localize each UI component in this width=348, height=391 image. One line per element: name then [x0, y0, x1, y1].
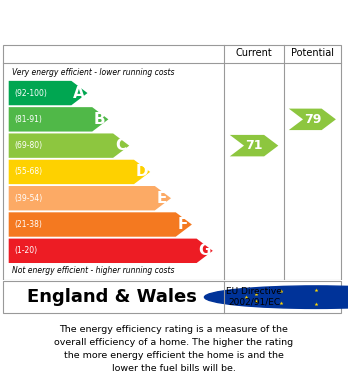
Polygon shape — [9, 212, 192, 237]
Circle shape — [204, 286, 348, 308]
Polygon shape — [9, 81, 87, 105]
Text: Not energy efficient - higher running costs: Not energy efficient - higher running co… — [12, 266, 175, 275]
Text: G: G — [198, 243, 211, 258]
Text: (1-20): (1-20) — [14, 246, 37, 255]
Text: F: F — [177, 217, 188, 232]
Text: (69-80): (69-80) — [14, 141, 42, 150]
Text: Energy Efficiency Rating: Energy Efficiency Rating — [60, 13, 288, 30]
Text: Very energy efficient - lower running costs: Very energy efficient - lower running co… — [12, 68, 175, 77]
Text: B: B — [94, 112, 105, 127]
Text: D: D — [136, 165, 148, 179]
Text: 71: 71 — [245, 139, 263, 152]
Polygon shape — [9, 239, 213, 263]
Polygon shape — [9, 107, 108, 131]
Text: E: E — [157, 191, 167, 206]
Text: Current: Current — [236, 48, 272, 58]
Polygon shape — [9, 186, 171, 210]
Text: (21-38): (21-38) — [14, 220, 42, 229]
Polygon shape — [9, 160, 150, 184]
Text: EU Directive
2002/91/EC: EU Directive 2002/91/EC — [226, 287, 282, 307]
Text: England & Wales: England & Wales — [27, 288, 197, 306]
Text: (55-68): (55-68) — [14, 167, 42, 176]
Polygon shape — [9, 133, 129, 158]
Polygon shape — [289, 109, 336, 130]
Text: The energy efficiency rating is a measure of the
overall efficiency of a home. T: The energy efficiency rating is a measur… — [54, 325, 294, 373]
Text: (39-54): (39-54) — [14, 194, 42, 203]
Text: (92-100): (92-100) — [14, 88, 47, 98]
Text: A: A — [73, 86, 85, 100]
Polygon shape — [230, 135, 278, 156]
Text: Potential: Potential — [291, 48, 334, 58]
Text: C: C — [115, 138, 126, 153]
Text: (81-91): (81-91) — [14, 115, 42, 124]
Text: 79: 79 — [304, 113, 321, 126]
